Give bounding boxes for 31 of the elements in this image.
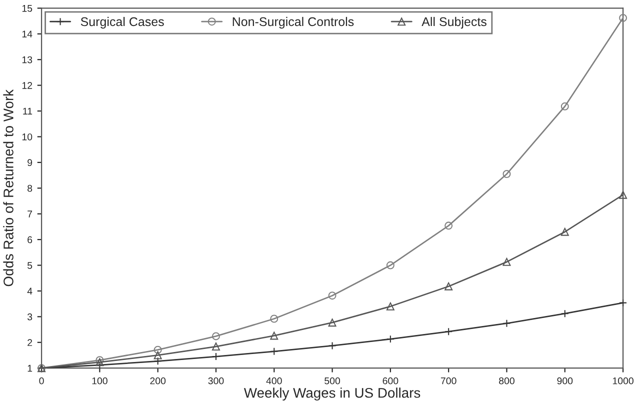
x-tick-label: 900: [557, 377, 573, 384]
y-tick-label: 2: [28, 339, 32, 346]
y-tick-label: 5: [27, 262, 32, 269]
y-tick-label: 8: [28, 184, 32, 192]
y-axis-title: Odds Ratio of Returned to Work: [3, 89, 14, 286]
x-tick-label: 500: [324, 377, 340, 384]
x-tick-label: 700: [440, 377, 456, 384]
y-tick-label: 12: [22, 82, 32, 89]
x-tick-label: 1000: [612, 377, 634, 384]
y-tick-label: 3: [27, 313, 32, 320]
x-tick-label: 800: [499, 377, 514, 384]
legend-label: Surgical Cases: [80, 16, 164, 29]
y-tick-label: 6: [28, 236, 32, 244]
x-axis-title: Weekly Wages in US Dollars: [244, 388, 420, 401]
y-tick-label: 9: [28, 159, 32, 166]
y-tick-label: 13: [22, 56, 32, 64]
x-tick-label: 200: [150, 377, 166, 384]
y-tick-label: 1: [28, 364, 32, 372]
x-tick-label: 600: [382, 377, 398, 384]
x-tick-label: 400: [266, 377, 282, 384]
y-tick-label: 14: [22, 30, 32, 38]
legend-label: Non-Surgical Controls: [232, 16, 354, 29]
legend-label: All Subjects: [422, 16, 486, 29]
x-tick-label: 0: [39, 377, 44, 384]
y-tick-label: 11: [23, 108, 32, 115]
y-tick-label: 7: [28, 210, 32, 218]
y-tick-label: 15: [22, 5, 32, 12]
y-tick-label: 10: [22, 133, 32, 140]
y-tick-label: 4: [27, 288, 32, 294]
x-tick-label: 100: [92, 377, 108, 384]
x-tick-label: 300: [208, 377, 224, 384]
